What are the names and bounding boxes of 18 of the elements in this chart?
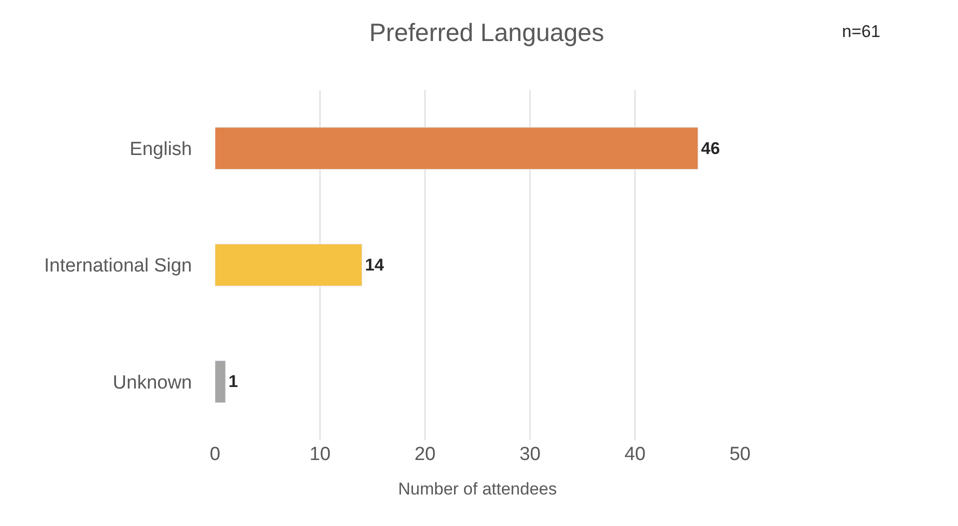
bar <box>215 127 698 170</box>
text: n=61 <box>842 22 880 41</box>
x-axis-title: Number of attendees <box>398 479 557 498</box>
x-tick-label: 20 <box>414 444 436 465</box>
y-tick-label: International Sign <box>44 256 192 277</box>
x-tick-label: 40 <box>624 444 646 465</box>
data-label: 14 <box>365 256 384 274</box>
data-label: 1 <box>228 372 238 392</box>
x-tick-label: 0 <box>210 444 220 465</box>
x-tick-label: 30 <box>519 444 541 465</box>
chart-title: Preferred Languages <box>369 19 604 48</box>
bar <box>215 244 362 286</box>
y-tick-label: English <box>130 138 192 160</box>
bar <box>215 360 226 403</box>
data-label: 46 <box>701 138 720 158</box>
y-tick-label: Unknown <box>112 372 192 394</box>
x-tick-label: 10 <box>309 444 331 465</box>
x-tick-label: 50 <box>729 444 751 465</box>
